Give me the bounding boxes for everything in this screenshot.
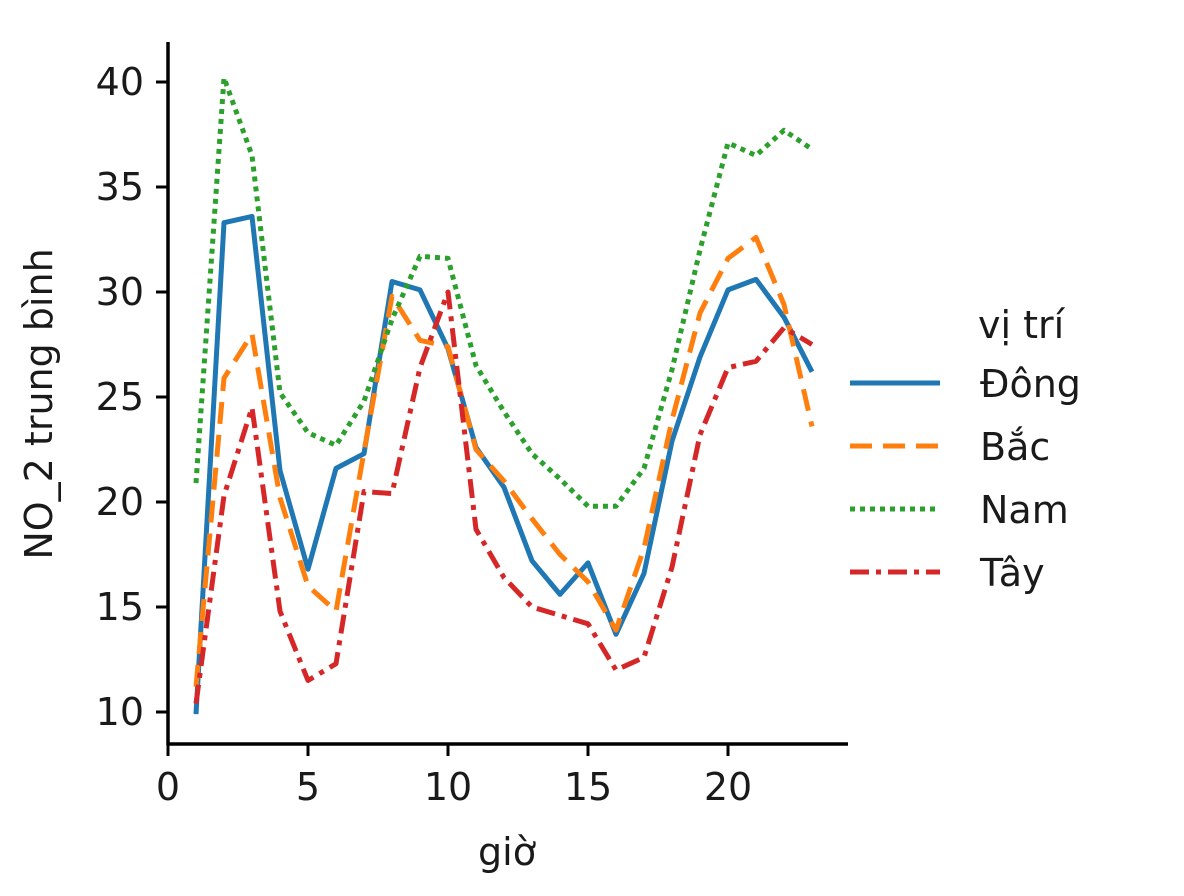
x-axis-label: giờ: [478, 830, 536, 874]
legend-title: vị trí: [978, 303, 1066, 347]
x-tick-label: 20: [704, 765, 752, 809]
y-tick-label: 10: [96, 690, 144, 734]
legend-label-3: Nam: [980, 488, 1069, 532]
y-tick-label: 40: [96, 60, 144, 104]
series-line-4: [193, 289, 814, 704]
series-line-2: [193, 234, 815, 688]
axes: [166, 42, 848, 746]
y-tick-label: 30: [96, 270, 144, 314]
legend: vị trí Đông Bắc Nam Tây: [850, 303, 1081, 595]
y-tick-label: 35: [96, 165, 144, 209]
series-line-1: [193, 213, 815, 715]
legend-label-4: Tây: [979, 551, 1045, 595]
x-tick-label: 0: [156, 765, 180, 809]
y-tick-label: 15: [96, 585, 144, 629]
series-lines: [193, 75, 815, 715]
x-tick-label: 5: [296, 765, 320, 809]
x-tick-label: 10: [424, 765, 472, 809]
series-line-3: [193, 75, 814, 509]
tick-marks: 0 5 10 15 20 10 15 20 25 30 35 40: [96, 60, 753, 809]
y-tick-label: 20: [96, 480, 144, 524]
x-tick-label: 15: [564, 765, 612, 809]
y-axis-label: NO_2 trung bình: [17, 248, 61, 559]
legend-label-2: Bắc: [980, 425, 1050, 469]
legend-label-1: Đông: [980, 362, 1081, 406]
y-tick-label: 25: [96, 375, 144, 419]
